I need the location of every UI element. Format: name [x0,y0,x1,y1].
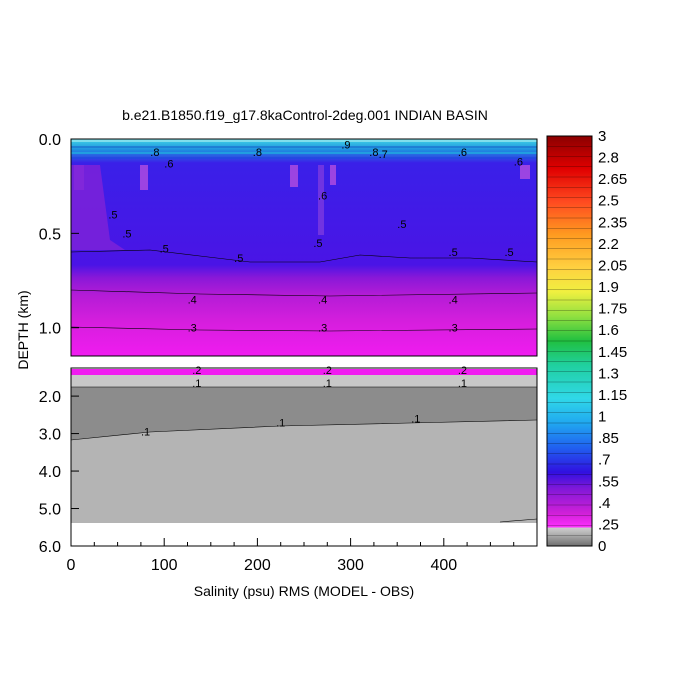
lower-region-edge [499,518,538,523]
contour-label-upper: .5 [160,243,169,255]
colorbar-label: 2.8 [598,150,619,167]
x-axis: 0 100 200 300 400 [67,538,515,574]
chart-title: b.e21.B1850.f19_g17.8kaControl-2deg.001 … [122,107,488,123]
contour-label-upper: .4 [188,294,197,306]
contour-label-upper: .8 [369,147,378,159]
contour-label-upper: .4 [449,294,458,306]
contour-label-upper: .9 [341,140,350,152]
y-tick-label-upper: 0.0 [39,132,61,149]
colorbar-label: .85 [598,430,619,447]
colorbar-label: 1.3 [598,365,619,382]
lower-panel: .2.2.2.1.1.1.1.1.1 [70,365,538,547]
contour-label-upper: .6 [458,147,467,159]
contour-label-lower: .2 [192,365,201,377]
colorbar-label: 1 [598,409,606,426]
contour-line-03 [70,326,538,332]
y-tick-label-lower: 2.0 [39,389,61,406]
upper-surface-noise [71,139,537,159]
colorbar-label: 1.6 [598,322,619,339]
contour-label-upper: .3 [188,323,197,335]
colorbar-label: .4 [598,495,611,512]
colorbar-label: 3 [598,128,606,145]
contour-label-upper: .5 [397,219,406,231]
contour-label-lower: .2 [323,365,332,377]
contour-label-upper: .3 [318,323,327,335]
contour-label-lower: .1 [458,378,467,390]
x-tick-label: 300 [337,557,364,574]
contour-label-lower: .1 [411,414,420,426]
y-axis-lower: 2.0 3.0 4.0 5.0 6.0 [39,389,79,556]
y-axis-label: DEPTH (km) [15,290,31,369]
upper-contour-labels: .8.6.8.9.8.7.6.6.5.5.5.5.6.5.5.5.5.4.4.4… [108,140,523,335]
x-tick-label: 0 [67,557,76,574]
lower-band-magenta [71,369,537,375]
colorbar-level-lines [547,146,592,536]
y-tick-label-upper: 1.0 [39,321,61,338]
colorbar-label: 2.35 [598,214,627,231]
contour-label-upper: .5 [108,209,117,221]
lower-contour-labels: .2.2.2.1.1.1.1.1.1 [141,365,467,439]
colorbar-frame [546,135,593,547]
contour-label-upper: .6 [514,157,523,169]
colorbar-label: 2.2 [598,236,619,253]
y-tick-label-lower: 6.0 [39,539,61,556]
colorbar-label: 2.65 [598,171,627,188]
colorbar-label: 1.15 [598,387,627,404]
contour-label-lower: .1 [141,427,150,439]
contour-line-01 [70,419,538,441]
contour-label-upper: .5 [449,247,458,259]
x-tick-label: 100 [151,557,178,574]
upper-panel: .8.6.8.9.8.7.6.6.5.5.5.5.6.5.5.5.5.4.4.4… [70,138,538,357]
lower-region-dark [71,387,537,440]
contour-label-upper: .4 [318,294,327,306]
y-tick-label-upper: 0.5 [39,226,61,243]
x-axis-label: Salinity (psu) RMS (MODEL - OBS) [194,583,414,599]
contour-label-lower: .1 [323,378,332,390]
x-tick-label: 400 [430,557,457,574]
colorbar-label: .7 [598,452,611,469]
colorbar-labels: 3 2.8 2.65 2.5 2.35 2.2 2.05 1.9 1.75 1.6 1.45 1.3 1… [598,128,627,555]
colorbar-label: .25 [598,516,619,533]
contour-label-upper: .7 [379,149,388,161]
contour-label-upper: .3 [449,323,458,335]
contour-label-upper: .8 [253,147,262,159]
contour-line-04 [70,289,538,297]
contour-label-upper: .5 [122,228,131,240]
colorbar-label: 2.05 [598,257,627,274]
contour-label-upper: .5 [234,253,243,265]
colorbar-label: 1.9 [598,279,619,296]
contour-line-05 [70,249,538,263]
contour-label-upper: .6 [318,191,327,203]
contour-label-upper: .6 [164,159,173,171]
colorbar-label: 1.75 [598,301,627,318]
colorbar-label: 2.5 [598,193,619,210]
contour-label-lower: .2 [458,365,467,377]
lower-region-mid [71,420,537,523]
colorbar-label: 0 [598,538,606,555]
contour-label-upper: .5 [504,247,513,259]
colorbar-label: 1.45 [598,344,627,361]
contour-label-lower: .1 [276,417,285,429]
contour-label-upper: .5 [313,238,322,250]
colorbar: 3 2.8 2.65 2.5 2.35 2.2 2.05 1.9 1.75 1.6 1.45 1.3 1… [546,128,627,555]
y-tick-label-lower: 5.0 [39,502,61,519]
upper-panel-frame [70,138,538,357]
y-tick-label-lower: 4.0 [39,464,61,481]
x-tick-label: 200 [244,557,271,574]
y-axis-upper: 0.0 0.5 1.0 [39,132,79,338]
lower-band-light [71,375,537,387]
colorbar-label: .55 [598,473,619,490]
y-tick-label-lower: 3.0 [39,427,61,444]
upper-left-wedge [71,165,125,250]
contour-label-lower: .1 [192,378,201,390]
upper-panel-fill [71,139,537,356]
contour-label-upper: .8 [150,147,159,159]
